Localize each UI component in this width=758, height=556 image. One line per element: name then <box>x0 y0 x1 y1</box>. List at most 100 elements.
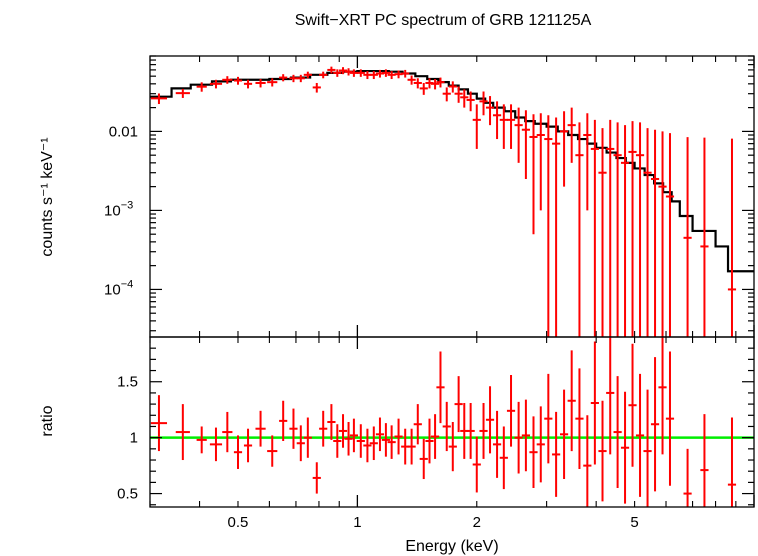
spectrum-data-point <box>499 104 508 149</box>
ratio-data-point <box>430 414 440 459</box>
energy-x-axis-title: Energy (keV) <box>405 538 498 555</box>
ratio-data-point <box>196 426 207 454</box>
spectrum-data-point <box>243 79 253 89</box>
ratio-data-point <box>289 408 298 449</box>
ratio-data-point <box>394 418 403 455</box>
energy-x-tick-label: 0.5 <box>228 514 249 531</box>
spectrum-data-point <box>727 138 737 337</box>
ratio-data-point <box>536 406 545 483</box>
ratio-data-point <box>209 427 223 462</box>
ratio-data-point <box>413 404 422 445</box>
ratio-data-point <box>466 402 475 459</box>
ratio-data-point <box>319 410 328 447</box>
ratio-data-point <box>279 400 288 442</box>
spectrum-data-point <box>333 69 342 77</box>
spectrum-data-point <box>349 69 358 77</box>
ratio-data-point <box>575 368 584 469</box>
spectrum-data-point <box>454 86 463 103</box>
spectrum-data-point <box>401 69 410 78</box>
energy-x-tick-label: 5 <box>630 514 638 531</box>
ratio-data-point <box>552 411 561 497</box>
ratio-data-point <box>436 351 445 424</box>
spectrum-data-point <box>583 113 592 211</box>
ratio-data-point <box>635 373 645 497</box>
spectrum-data-point <box>472 104 481 149</box>
spectrum-y-tick-label: 10−4 <box>104 278 133 298</box>
spectrum-data-point <box>559 111 569 187</box>
ratio-data-point <box>296 425 305 462</box>
spectrum-y-tick-label: 10−3 <box>104 199 133 219</box>
spectrum-data-point <box>635 122 645 337</box>
spectrum-data-point <box>544 115 553 337</box>
spectrum-data-point <box>436 77 445 88</box>
ratio-data-point <box>454 376 463 433</box>
ratio-data-point <box>727 417 737 507</box>
spectrum-data-point <box>419 82 428 95</box>
ratio-data-point <box>514 401 523 474</box>
ratio-data-point <box>485 386 495 454</box>
spectrum-panel: 0.01 10−3 10−4 counts s⁻¹ keV⁻¹ <box>39 55 755 338</box>
spectrum-data-point <box>575 122 584 337</box>
ratio-data-point <box>356 424 365 458</box>
spectrum-data-point <box>255 79 266 88</box>
spectrum-data-point <box>700 137 709 337</box>
ratio-data-point <box>613 376 622 488</box>
ratio-data-point <box>658 337 667 455</box>
ratio-data-point <box>683 448 692 507</box>
spectrum-data-point <box>479 91 488 116</box>
ratio-data-point <box>381 423 390 457</box>
ratio-data-point <box>559 389 569 480</box>
spectrum-data-point <box>430 79 440 90</box>
ratio-data-point <box>407 428 416 465</box>
ratio-data-point <box>448 422 457 472</box>
ratio-data-point <box>650 357 660 492</box>
energy-x-tick-label: 1 <box>353 514 361 531</box>
spectrum-data-point <box>312 82 321 93</box>
ratio-data-point <box>583 415 592 507</box>
spectrum-data-point <box>296 74 305 83</box>
ratio-data-point <box>472 436 481 493</box>
spectrum-data-point <box>485 96 495 126</box>
spectrum-data-point <box>658 131 667 337</box>
spectrum-data-point <box>196 82 207 92</box>
spectrum-data-point <box>598 128 607 337</box>
spectrum-data-point <box>356 69 365 77</box>
ratio-data-point <box>665 351 675 486</box>
ratio-data-point <box>222 411 233 453</box>
ratio-data-point <box>344 422 353 456</box>
chart-title: Swift−XRT PC spectrum of GRB 121125A <box>295 12 592 29</box>
spectrum-data-point <box>590 119 599 337</box>
spectrum-data-point <box>303 71 312 79</box>
ratio-data-point <box>303 417 312 458</box>
spectrum-data-point <box>279 74 288 82</box>
spectrum-data-point <box>529 114 538 235</box>
spectrum-data-point <box>209 79 223 89</box>
ratio-data-point <box>620 391 630 504</box>
ratio-y-tick-label: 1 <box>130 430 138 447</box>
energy-x-tick-labels: 0.5 1 2 5 <box>228 514 639 531</box>
spectrum-data-point <box>369 71 378 80</box>
ratio-data-point <box>529 416 538 488</box>
ratio-y-tick-label: 0.5 <box>117 486 138 503</box>
spectrum-data-point <box>319 71 328 79</box>
ratio-data-point <box>521 399 530 472</box>
spectrum-data-point <box>492 101 502 140</box>
spectrum-data-point <box>222 76 233 84</box>
spectrum-data-point <box>442 87 451 102</box>
spectrum-data-point <box>506 104 516 149</box>
ratio-data-point <box>479 402 488 459</box>
spectrum-data-point <box>514 107 523 163</box>
ratio-data-point <box>506 375 516 447</box>
ratio-data-point <box>492 410 502 478</box>
spectrum-data-point <box>466 91 475 112</box>
ratio-panel: 0.5 1 1.5 0.5 1 2 5 ratio Energy (keV) <box>39 336 755 555</box>
spectrum-data-point <box>628 121 637 337</box>
ratio-data-point <box>312 462 321 494</box>
ratio-data-point <box>327 404 336 440</box>
spectrum-data-point <box>536 113 545 211</box>
spectrum-data-point <box>643 128 652 337</box>
ratio-data-point <box>338 414 348 448</box>
spectrum-data-point <box>620 125 630 337</box>
spectrum-data-point <box>327 66 336 74</box>
spectrum-data-point <box>650 129 660 337</box>
